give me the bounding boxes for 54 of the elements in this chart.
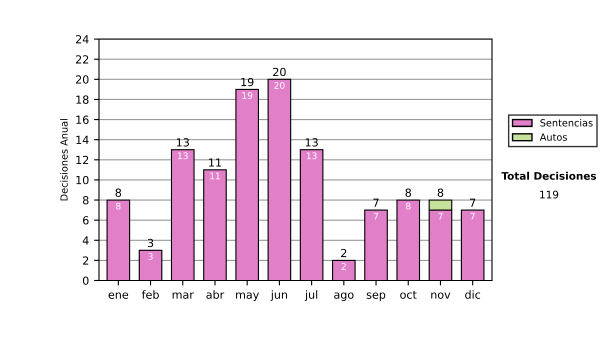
data-label: 7 — [374, 212, 378, 220]
total-label: 13 — [306, 138, 318, 147]
text: Total Decisiones — [501, 172, 596, 180]
x-tick-label: oct — [400, 290, 417, 299]
total-label: 7 — [470, 198, 476, 207]
data-label: 8 — [116, 202, 121, 210]
total-label: 8 — [438, 188, 444, 197]
x-tick-label: ene — [108, 292, 128, 299]
total-label: 8 — [116, 188, 122, 197]
x-tick-label: jul — [304, 290, 318, 301]
y-tick-label: 16 — [76, 116, 89, 124]
y-tick-label: 18 — [76, 95, 89, 104]
data-label: 13 — [306, 152, 317, 160]
x-tick-label: feb — [142, 290, 159, 299]
x-tick-label: sep — [366, 292, 386, 301]
x-tick-label: abr — [206, 290, 224, 299]
x-tick-label: jun — [270, 290, 288, 301]
y-tick-label: 20 — [76, 75, 89, 84]
total-label: 13 — [176, 138, 189, 147]
text: 119 — [540, 190, 558, 199]
x-tick-label: ago — [334, 292, 354, 301]
x-tick-label: may — [236, 292, 259, 301]
data-label: 7 — [438, 212, 443, 220]
total-label: 11 — [209, 158, 222, 167]
data-label: 13 — [178, 152, 188, 160]
data-label: 3 — [148, 253, 153, 260]
total-label: 8 — [405, 188, 412, 197]
y-tick-label: 12 — [76, 156, 88, 164]
y-tick-label: 4 — [82, 236, 89, 244]
y-tick-label: 8 — [82, 196, 89, 204]
y-tick-label: 14 — [76, 136, 89, 144]
y-axis-title: Decisiones Anual — [60, 119, 68, 200]
data-label: 19 — [242, 92, 252, 99]
data-label: 2 — [342, 263, 346, 270]
x-tick-label: mar — [172, 292, 194, 299]
data-label: 20 — [274, 82, 285, 89]
y-tick-label: 24 — [76, 35, 89, 44]
total-label: 20 — [273, 68, 286, 76]
x-tick-label: nov — [431, 292, 450, 299]
x-tick-label: dic — [465, 290, 480, 299]
legend-label: Autos — [540, 134, 567, 141]
y-tick-label: 6 — [82, 216, 89, 225]
data-label: 7 — [470, 212, 475, 220]
y-tick-label: 22 — [76, 55, 88, 64]
y-tick-label: 10 — [76, 176, 89, 184]
total-label: 2 — [341, 248, 346, 258]
total-label: 7 — [373, 198, 379, 207]
total-label: 19 — [241, 78, 254, 86]
y-tick-label: 2 — [83, 256, 88, 265]
legend-label: Sentencias — [540, 118, 593, 127]
data-label: 8 — [406, 202, 410, 210]
total-label: 3 — [148, 238, 154, 248]
data-label: 11 — [210, 172, 220, 180]
y-tick-label: 0 — [82, 276, 89, 285]
